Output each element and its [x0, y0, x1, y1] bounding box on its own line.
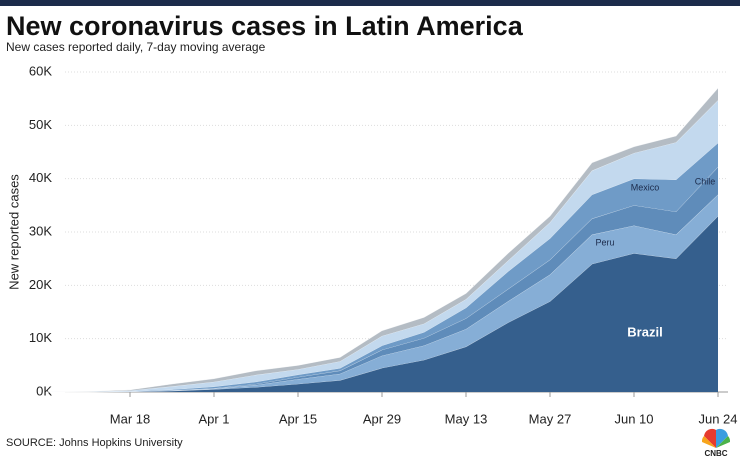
x-tick-label: Apr 15: [279, 411, 317, 426]
chart-subtitle: New cases reported daily, 7-day moving a…: [6, 40, 266, 54]
x-tick-label: Mar 18: [110, 411, 150, 426]
x-tick-label: Jun 10: [614, 411, 653, 426]
y-axis-label: New reported cases: [6, 174, 21, 290]
area-edge: [45, 87, 719, 393]
series-label: Chile: [695, 176, 716, 186]
y-tick-label: 10K: [29, 330, 52, 345]
x-tick-label: Jun 24: [698, 411, 737, 426]
y-tick-label: 20K: [29, 277, 52, 292]
series-label: Peru: [595, 237, 614, 247]
y-tick-label: 50K: [29, 117, 52, 132]
x-tick-label: May 27: [529, 411, 572, 426]
series-label: Mexico: [631, 182, 660, 192]
x-tick-label: Apr 1: [198, 411, 229, 426]
area: [46, 88, 718, 392]
source: SOURCE: Johns Hopkins University: [6, 437, 183, 449]
y-tick-label: 40K: [29, 170, 52, 185]
chart-title: New coronavirus cases in Latin America: [6, 11, 524, 41]
x-tick-label: Apr 29: [363, 411, 401, 426]
logo-mark: [701, 428, 731, 448]
x-tick-label: May 13: [445, 411, 488, 426]
logo: CNBC: [704, 449, 727, 458]
y-tick-label: 0K: [36, 383, 52, 398]
y-tick-label: 30K: [29, 223, 52, 238]
top-bar: [0, 0, 740, 6]
series-label: Brazil: [627, 324, 662, 339]
y-tick-label: 60K: [29, 63, 52, 78]
area: [46, 216, 718, 392]
